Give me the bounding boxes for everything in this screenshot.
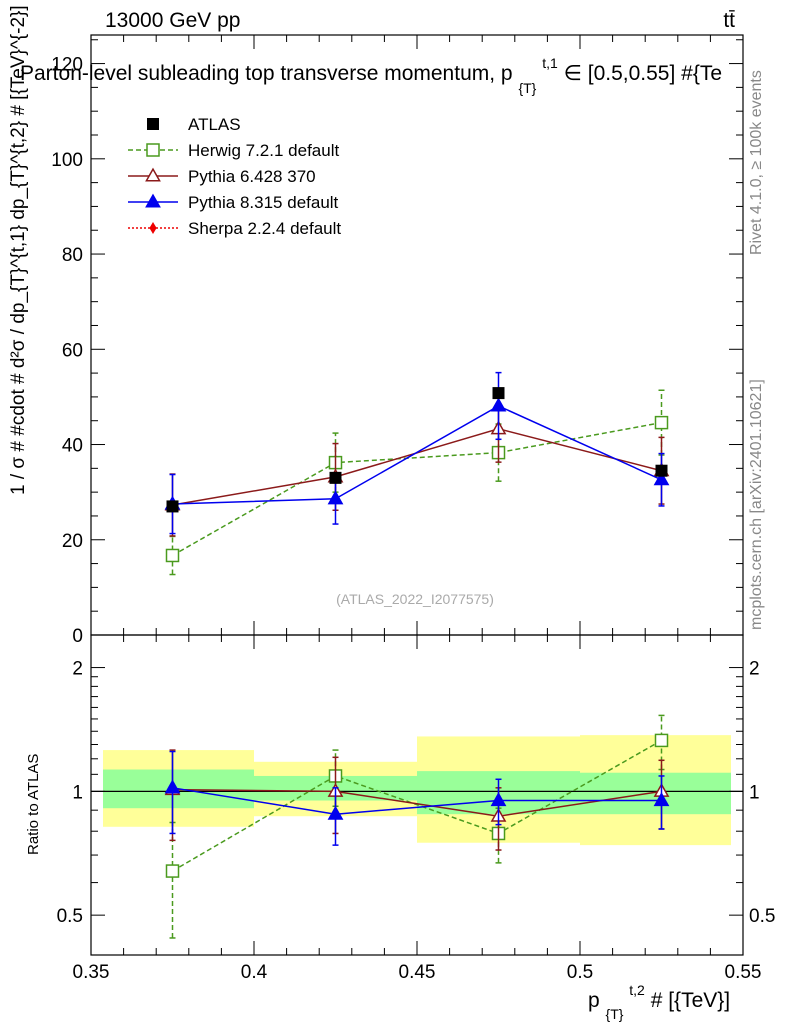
legend-pythia-6-428-370-marker [145,167,161,182]
y-tick-label-right: 1 [749,782,760,803]
ratio-panel-series [164,714,670,939]
x-tick-label: 0.4 [241,962,268,983]
y-tick-label: 40 [62,436,83,457]
y-tick-label: 60 [62,340,83,361]
y-axis-label-ratio: Ratio to ATLAS [25,754,42,855]
y-axis-label-main: 1 / σ # #cdot # d²σ / dp_{T}^{t,1} dp_{T… [8,5,29,495]
ratio-panel-frame: 0.5 0.5 1 1 2 2 0.35 0.4 0.45 0.5 0.55 [57,634,775,983]
energy-label: 13000 GeV pp [105,9,240,32]
ratio-pythia-8-315-default-point [164,779,181,794]
x-axis-label-sub: {T} [606,1006,624,1022]
y-tick-label: 100 [51,150,83,171]
main-pythia-8-315-default-point [490,397,507,412]
ratio-pythia-8-315-default-line [172,787,662,815]
ratio-herwig-7-2-1-default-line [172,739,662,872]
ratio-pythia-6-428-370-line [172,788,662,817]
main-herwig-7-2-1-default-line [172,421,662,557]
plot-title-sup: t,1 [542,55,558,71]
ratio-herwig-7-2-1-default-point [654,733,669,748]
y-tick-label: 0 [72,626,83,647]
y-tick-label: 2 [72,659,83,680]
analysis-watermark: (ATLAS_2022_I2077575) [336,591,494,607]
legend-pythia-8-315-default-label: Pythia 8.315 default [188,193,339,212]
x-tick-label: 0.35 [73,962,110,983]
plot-title-sub: {T} [518,80,536,96]
main-pythia-8-315-default-point [653,471,670,486]
legend-pythia-8-315-default-marker [145,193,161,208]
plot-title: Parton-level subleading top transverse m… [20,50,722,98]
x-axis-label-sup: t,2 [629,982,645,998]
x-tick-label: 0.55 [725,962,762,983]
ratio-pythia-8-315-default-point [327,805,344,820]
legend-sherpa-2-2-4-default-label: Sherpa 2.2.4 default [188,219,341,238]
main-panel-series [164,371,670,576]
process-label: tt̄ [723,9,735,32]
x-axis-label-p: p [588,989,600,1012]
legend-herwig-7-2-1-default-marker [146,143,160,157]
plot-title-main: Parton-level subleading top transverse m… [20,62,513,85]
legend: ATLAS Herwig 7.2.1 default Pythia 6.428 37… [128,115,341,238]
main-pythia-6-428-370-line [172,428,662,506]
main-herwig-7-2-1-default-point [654,415,669,430]
legend-atlas-label: ATLAS [188,115,241,134]
y-tick-label-right: 2 [749,659,760,680]
legend-herwig-7-2-1-default-label: Herwig 7.2.1 default [188,141,339,160]
y-tick-label-right: 0.5 [749,906,775,927]
legend-atlas-marker [147,118,159,130]
main-pythia-8-315-default-line [172,405,662,505]
legend-pythia-6-428-370-label: Pythia 6.428 370 [188,167,316,186]
main-atlas-point [655,464,668,477]
rivet-version-label: Rivet 4.1.0, ≥ 100k events [748,70,765,255]
mcplots-label: mcplots.cern.ch [arXiv:2401.10621] [748,379,765,630]
main-atlas-point [492,387,505,400]
main-atlas-point [329,471,342,484]
ratio-herwig-7-2-1-default-point [165,864,180,878]
ratio-band-inner [580,772,731,815]
x-axis-label-tail: # [{TeV}] [651,989,730,1012]
ratio-pythia-8-315-default-point [490,792,507,807]
y-tick-label: 1 [72,782,83,803]
main-herwig-7-2-1-default-point [165,548,180,563]
legend-sherpa-2-2-4-default-marker [149,222,157,234]
main-pythia-8-315-default-point [327,490,344,505]
y-tick-label: 0.5 [57,906,83,927]
main-atlas-point [166,500,179,513]
plot-title-tail: ∈ [0.5,0.55] #{Te [564,62,722,85]
ratio-pythia-8-315-default-point [653,792,670,807]
x-tick-label: 0.5 [567,962,593,983]
x-tick-label: 0.45 [399,962,436,983]
y-tick-label: 20 [62,531,83,552]
y-tick-label: 120 [51,55,83,76]
main-panel-frame: 0 20 40 60 80 100 120 [51,34,744,647]
y-tick-label: 80 [62,245,83,266]
x-axis-label: p {T} t,2 # [{TeV}] [588,977,730,1024]
